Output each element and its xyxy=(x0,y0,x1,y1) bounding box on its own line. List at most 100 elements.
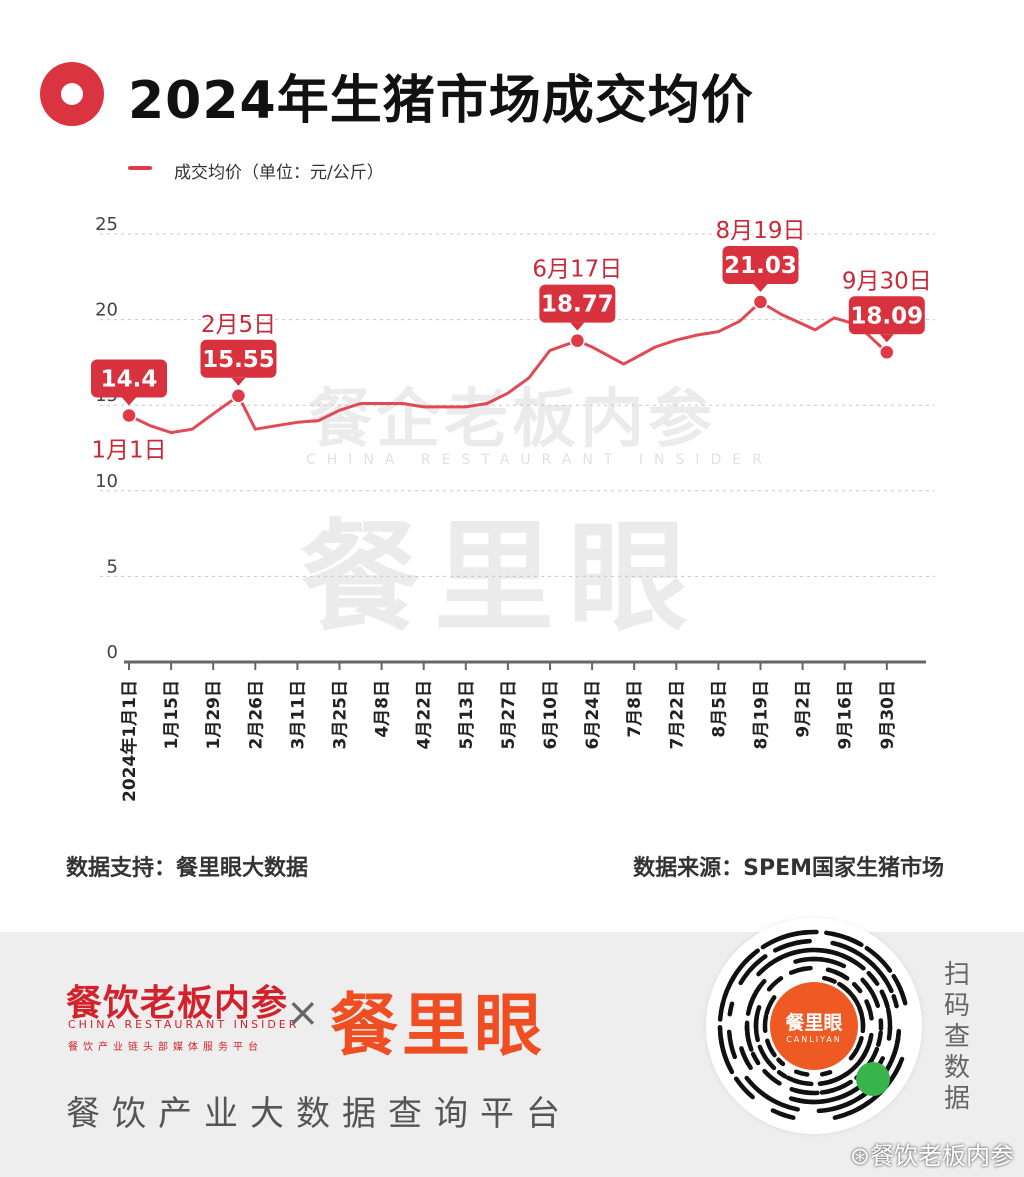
qr-arc xyxy=(738,969,751,986)
page-title: 2024年生猪市场成交均价 xyxy=(128,71,754,131)
x-tick-label: 7月22日 xyxy=(667,680,687,750)
qr-arc xyxy=(757,1044,771,1065)
callout-pointer xyxy=(879,334,894,343)
x-tick-label: 3月25日 xyxy=(331,680,351,750)
x-tick-label: 4月22日 xyxy=(415,680,435,750)
data-source-note: 数据来源：SPEM国家生猪市场 xyxy=(633,856,944,881)
highlight-marker xyxy=(569,332,586,349)
qr-arc xyxy=(819,1088,836,1095)
x-tick-label: 1月29日 xyxy=(204,680,224,750)
callout-box xyxy=(539,284,616,323)
qr-arc xyxy=(766,976,784,992)
callout-pointer xyxy=(122,397,136,406)
qr-arc xyxy=(869,974,880,986)
qr-arc xyxy=(726,1029,738,1060)
qr-arc xyxy=(848,1047,860,1061)
cross-sign: × xyxy=(286,990,320,1036)
data-label: 18.09 xyxy=(850,303,923,329)
qr-arc xyxy=(742,951,756,965)
qr-arc xyxy=(727,1001,735,1017)
annotation-date: 6月17日 xyxy=(532,257,622,283)
x-tick-label: 5月27日 xyxy=(499,680,519,750)
x-tick-label: 2月26日 xyxy=(246,680,266,750)
platform-slogan: 餐饮产业大数据查询平台 xyxy=(66,1094,572,1134)
y-tick-label: 20 xyxy=(95,300,118,321)
data-label: 18.77 xyxy=(541,292,614,318)
callout-box xyxy=(91,359,167,398)
brand-tagline: 餐饮产业链头部媒体服务平台 xyxy=(68,1042,263,1053)
y-tick-label: 10 xyxy=(95,471,118,492)
qr-arc xyxy=(866,1003,874,1021)
weibo-watermark: ⊛餐饮老板内参 xyxy=(849,1142,1014,1170)
qr-arc xyxy=(890,1028,902,1061)
data-label: 21.03 xyxy=(724,253,797,279)
callout-pointer xyxy=(570,322,585,331)
qr-arc xyxy=(819,1070,833,1077)
qr-arc xyxy=(864,945,878,958)
brand-logo-cn: 餐饮老板内参 xyxy=(66,982,289,1024)
watermark-cn: 餐企老板内参 xyxy=(308,383,716,457)
qr-arc xyxy=(733,1076,755,1100)
qr-arc xyxy=(744,1075,772,1101)
x-tick-label: 1月15日 xyxy=(162,680,182,750)
qr-arc xyxy=(874,953,893,973)
annotation-date: 8月19日 xyxy=(716,218,806,244)
highlight-marker xyxy=(752,294,769,310)
callout-pointer xyxy=(753,283,768,292)
x-tick-label: 6月24日 xyxy=(583,680,603,750)
qr-arc xyxy=(793,1069,810,1077)
watermark-en: CHINA RESTAURANT INSIDER xyxy=(306,452,773,468)
qr-arc xyxy=(746,954,768,974)
qr-arc xyxy=(840,953,866,971)
qr-arc xyxy=(825,958,847,969)
qr-center-title: 餐里眼 xyxy=(785,1012,843,1034)
y-tick-label: 5 xyxy=(107,556,118,577)
callout-box xyxy=(848,296,925,335)
qr-arc xyxy=(891,994,899,1009)
x-tick-label: 6月10日 xyxy=(541,680,561,750)
annotation-date: 2月5日 xyxy=(201,312,276,338)
qr-arc xyxy=(789,1086,813,1096)
qr-arc xyxy=(833,969,850,981)
qr-arc xyxy=(880,973,894,994)
qr-arc xyxy=(895,981,908,1006)
qr-arc xyxy=(860,977,873,992)
qr-arc xyxy=(776,1070,788,1079)
qr-arc xyxy=(770,1108,788,1118)
qr-arc xyxy=(780,1102,800,1112)
data-label: 14.4 xyxy=(101,366,158,392)
annotation-date: 1月1日 xyxy=(91,437,166,463)
x-tick-label: 8月5日 xyxy=(709,680,729,738)
x-tick-label: 2024年1月1日 xyxy=(119,680,140,802)
watermark-brand: 餐里眼 xyxy=(300,509,702,648)
annotation-date: 9月30日 xyxy=(842,268,932,294)
qr-arc xyxy=(876,1030,883,1047)
data-label: 15.55 xyxy=(202,347,275,373)
title-ring-icon xyxy=(40,62,104,126)
callout-pointer xyxy=(231,377,246,386)
x-tick-label: 7月8日 xyxy=(625,680,645,738)
qr-arc xyxy=(799,929,819,936)
qr-center-logo: 餐里眼 CANLIYAN xyxy=(770,982,858,1070)
qr-arc xyxy=(832,1109,854,1120)
x-tick-label: 5月13日 xyxy=(457,680,477,750)
qr-arc xyxy=(818,1078,836,1086)
y-tick-label: 0 xyxy=(107,642,118,663)
qr-center-sub: CANLIYAN xyxy=(786,1035,842,1044)
qr-arc xyxy=(845,936,864,948)
qr-arc xyxy=(800,965,813,972)
qr-arc xyxy=(784,947,814,958)
qr-arc xyxy=(744,1023,751,1039)
price-line-chart: 05101520252024年1月1日1月15日1月29日2月26日3月11日3… xyxy=(91,214,935,802)
qr-arc xyxy=(851,981,863,994)
qr-arc xyxy=(794,938,810,945)
legend-swatch xyxy=(128,166,152,170)
x-tick-label: 9月30日 xyxy=(878,680,898,750)
qr-arc xyxy=(753,1004,762,1030)
mini-program-icon xyxy=(856,1062,890,1096)
highlight-marker xyxy=(230,388,247,404)
qr-arc xyxy=(776,1057,786,1067)
brand-logo-en: CHINA RESTAURANT INSIDER xyxy=(68,1018,300,1031)
data-support-note: 数据支持：餐里眼大数据 xyxy=(66,856,309,881)
qr-arc xyxy=(860,1016,866,1034)
